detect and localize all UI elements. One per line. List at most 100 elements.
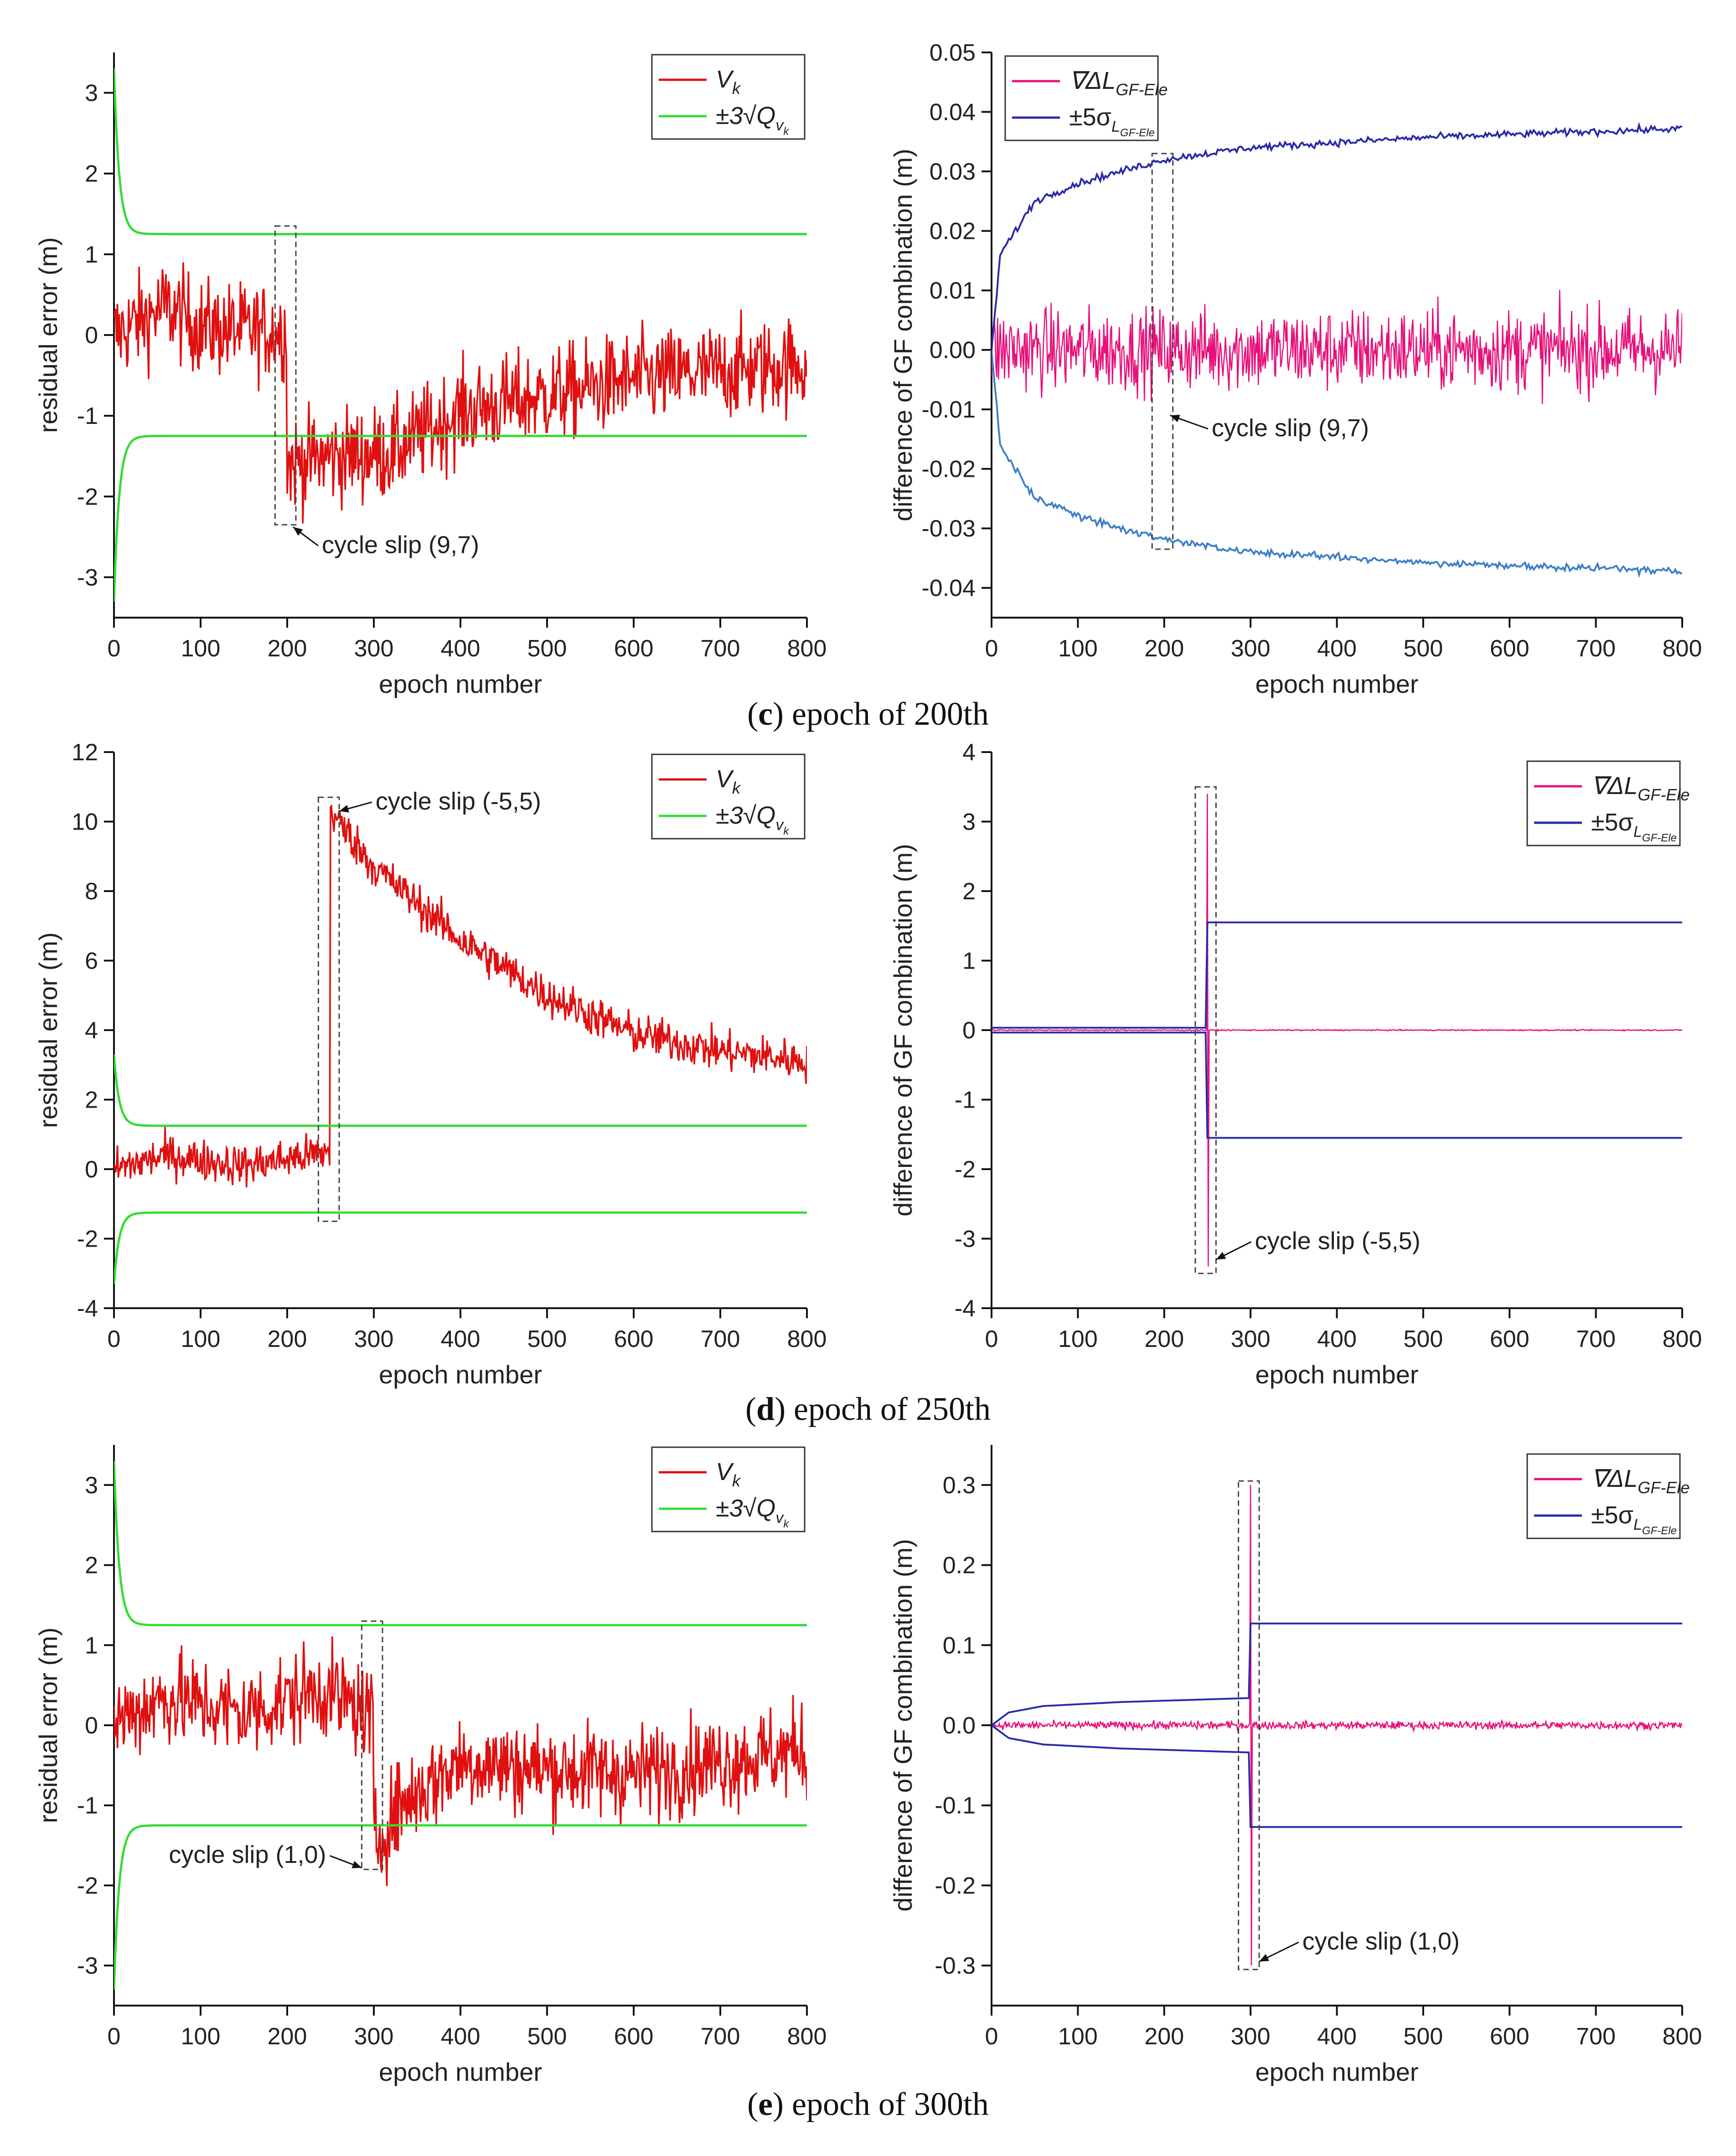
legend-label-2-sub: v xyxy=(775,117,784,134)
y-axis-label: difference of GF combination (m) xyxy=(889,1539,917,1912)
y-tick-label: -4 xyxy=(77,1295,98,1322)
y-tick-label: -4 xyxy=(955,1295,976,1322)
caption-d: (d) epoch of 250th xyxy=(745,1391,991,1427)
legend-label-1-sub: k xyxy=(732,79,741,98)
legend-label-2: ±3√Qvk xyxy=(716,1495,790,1530)
legend-label-1: ∇ΔLGF-Ele xyxy=(1591,1465,1690,1497)
residual-series-line xyxy=(114,262,807,524)
x-tick-label: 600 xyxy=(1490,635,1529,662)
threshold-lower-line xyxy=(114,1211,807,1284)
threshold-lower-line xyxy=(114,434,807,602)
legend-label-2-subsub: GF-Ele xyxy=(1642,832,1677,844)
caption-letter: d xyxy=(756,1391,775,1427)
x-tick-label: 400 xyxy=(441,2023,480,2050)
x-tick-label: 100 xyxy=(1058,2023,1098,2050)
annotation-label: cycle slip (9,7) xyxy=(1212,414,1369,442)
legend-box xyxy=(651,753,806,840)
legend-label-1-sub: GF-Ele xyxy=(1116,80,1168,99)
legend-box xyxy=(651,54,806,140)
chart-c-left: 0 100 200 300 400 500 600 700 800 -3 -2 -1 0 1 2 3 epoch… xyxy=(34,52,827,698)
x-tick-label: 400 xyxy=(1317,635,1357,662)
caption-open-paren: ( xyxy=(747,2086,758,2122)
plot-area xyxy=(114,68,807,602)
legend-box xyxy=(651,1446,806,1532)
x-tick-label: 200 xyxy=(268,2023,307,2050)
plot-area xyxy=(992,1485,1682,1966)
plot-area xyxy=(114,804,807,1284)
cycle-slip-box xyxy=(1238,1480,1260,1970)
legend-label-2-subsub: k xyxy=(783,1518,790,1530)
plot-area xyxy=(992,122,1682,578)
x-tick-label: 0 xyxy=(985,2023,998,2050)
legend-label-2-main: ±3√Q xyxy=(716,802,775,829)
x-tick-label: 800 xyxy=(787,1326,827,1352)
cycle-slip-box xyxy=(1151,153,1174,550)
x-tick-label: 500 xyxy=(527,2023,567,2050)
y-tick-label: 8 xyxy=(85,878,98,905)
legend-label-2: ±5σLGF-Ele xyxy=(1069,103,1155,139)
y-tick-label: 6 xyxy=(85,948,98,975)
x-tick-label: 500 xyxy=(527,635,567,662)
legend-box xyxy=(1526,760,1681,846)
legend-label-1-sub: k xyxy=(732,1471,741,1490)
y-tick-label: 12 xyxy=(72,739,98,766)
sigma-upper-line xyxy=(992,1622,1682,1726)
x-tick-label: 400 xyxy=(1317,1326,1357,1352)
x-tick-label: 300 xyxy=(354,1326,394,1352)
legend-label-1-main: V xyxy=(716,66,734,93)
y-tick-label: 1 xyxy=(85,1632,98,1659)
plot-area xyxy=(114,1461,807,1990)
legend-label-1: ∇ΔLGF-Ele xyxy=(1591,772,1690,804)
x-tick-label: 800 xyxy=(1663,2023,1702,2050)
y-tick-label: 1 xyxy=(85,242,98,268)
x-tick-label: 600 xyxy=(614,1326,654,1352)
x-tick-label: 200 xyxy=(1144,1326,1184,1352)
y-tick-label: 3 xyxy=(85,80,98,107)
chart-c-right: 0 100 200 300 400 500 600 700 800 -0.04 -0.03 -0.02… xyxy=(889,40,1702,698)
legend-label-2-main: ±5σ xyxy=(1069,103,1111,131)
x-tick-label: 600 xyxy=(614,635,654,662)
y-axis-label: residual error (m) xyxy=(34,932,62,1128)
y-tick-label: 10 xyxy=(72,809,98,836)
x-tick-label: 200 xyxy=(1144,635,1184,662)
x-tick-label: 100 xyxy=(181,635,221,662)
threshold-lower-line xyxy=(114,1824,807,1990)
x-tick-label: 600 xyxy=(614,2023,654,2050)
plots-layer: 0 100 200 300 400 500 600 700 800-3-2-10123epoch… xyxy=(34,40,1702,2086)
x-axis-label: epoch number xyxy=(379,2058,542,2086)
legend-label-2: ±5σLGF-Ele xyxy=(1591,1501,1677,1537)
y-tick-label: -0.04 xyxy=(921,575,976,602)
sigma-upper-line xyxy=(992,921,1682,1029)
x-axis-label: epoch number xyxy=(1255,670,1418,698)
sigma-upper-line xyxy=(992,122,1682,350)
x-tick-label: 600 xyxy=(1490,1326,1529,1352)
cycle-slip-box xyxy=(274,225,297,526)
caption-open-paren: ( xyxy=(745,1391,756,1427)
chart-d-right: 0 100 200 300 400 500 600 700 800 -4 -3 -2 -1 0 1 2 3 4 ep… xyxy=(889,739,1702,1389)
legend-label-1: Vk xyxy=(716,1458,741,1490)
legend-label-1: ∇ΔLGF-Ele xyxy=(1069,67,1168,99)
x-tick-label: 600 xyxy=(1490,2023,1529,2050)
legend-label-2-main: ±3√Q xyxy=(716,102,775,129)
caption-letter: c xyxy=(758,696,773,732)
cycle-slip-box xyxy=(317,796,340,1222)
x-tick-label: 200 xyxy=(1144,2023,1184,2050)
chart-e-left: 0 100 200 300 400 500 600 700 800 -3 -2 -1 0 1 2 3 epoch… xyxy=(34,1445,827,2086)
annotation-label: cycle slip (-5,5) xyxy=(376,788,541,815)
x-tick-label: 0 xyxy=(108,1326,121,1352)
legend-label-1: Vk xyxy=(716,765,741,797)
y-tick-label: 0.01 xyxy=(930,278,976,304)
legend-label-1-main: V xyxy=(716,1458,734,1485)
x-tick-label: 100 xyxy=(1058,1326,1098,1352)
x-tick-label: 300 xyxy=(354,635,394,662)
x-tick-label: 400 xyxy=(1317,2023,1357,2050)
caption-text: ) epoch of 200th xyxy=(773,696,989,732)
x-tick-label: 0 xyxy=(108,2023,121,2050)
y-tick-label: 1 xyxy=(962,948,976,975)
x-tick-label: 800 xyxy=(787,2023,827,2050)
y-tick-label: -0.2 xyxy=(935,1872,976,1899)
caption-e: (e) epoch of 300th xyxy=(747,2086,989,2122)
sigma-lower-line xyxy=(992,350,1682,578)
legend-label-2: ±3√Qvk xyxy=(716,802,790,837)
x-tick-label: 100 xyxy=(1058,635,1098,662)
